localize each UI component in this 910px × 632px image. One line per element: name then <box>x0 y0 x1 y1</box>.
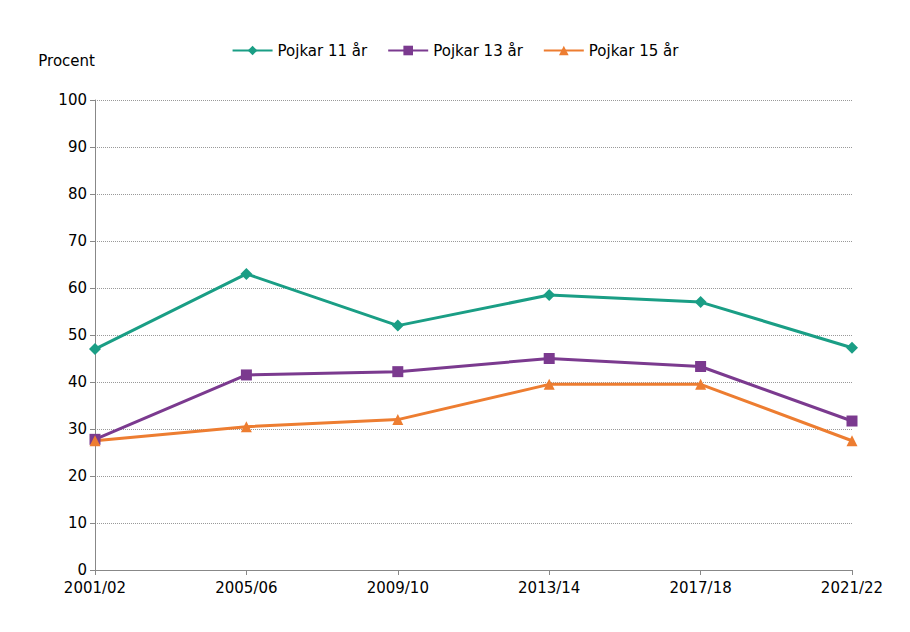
svg-text:20: 20 <box>68 467 87 485</box>
svg-text:30: 30 <box>68 420 87 438</box>
svg-text:2017/18: 2017/18 <box>669 579 731 597</box>
svg-text:Pojkar 13 år: Pojkar 13 år <box>433 42 523 60</box>
svg-text:Pojkar 15 år: Pojkar 15 år <box>589 42 679 60</box>
svg-text:2021/22: 2021/22 <box>821 579 883 597</box>
svg-text:Pojkar 11 år: Pojkar 11 år <box>278 42 368 60</box>
svg-text:2009/10: 2009/10 <box>367 579 429 597</box>
svg-text:Procent: Procent <box>38 52 95 70</box>
svg-text:10: 10 <box>68 514 87 532</box>
svg-text:0: 0 <box>77 561 87 579</box>
svg-text:2001/02: 2001/02 <box>64 579 126 597</box>
svg-text:90: 90 <box>68 138 87 156</box>
svg-text:2005/06: 2005/06 <box>215 579 277 597</box>
svg-text:70: 70 <box>68 232 87 250</box>
svg-text:2013/14: 2013/14 <box>518 579 580 597</box>
svg-text:60: 60 <box>68 279 87 297</box>
svg-text:100: 100 <box>58 91 87 109</box>
svg-text:50: 50 <box>68 326 87 344</box>
svg-text:80: 80 <box>68 185 87 203</box>
svg-text:40: 40 <box>68 373 87 391</box>
